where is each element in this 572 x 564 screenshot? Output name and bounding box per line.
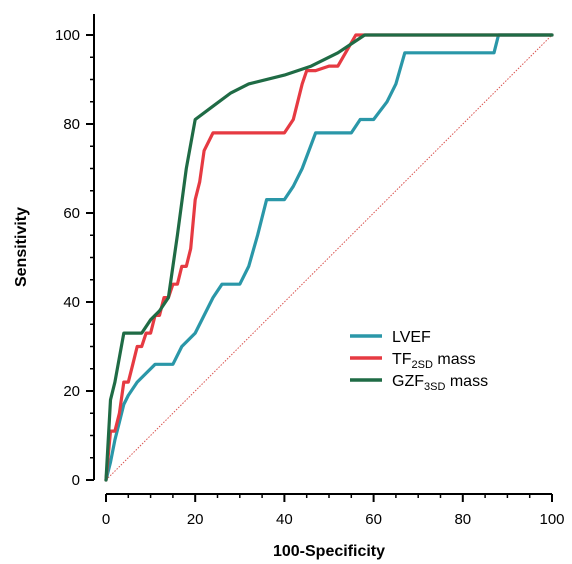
- y-axis-title: Sensitivity: [13, 207, 30, 287]
- x-tick-label: 40: [276, 511, 293, 528]
- reference-line-layer: [105, 34, 553, 481]
- reference-diagonal-line: [105, 34, 553, 481]
- x-tick-label: 60: [365, 511, 382, 528]
- x-tick-label: 100: [539, 511, 564, 528]
- x-tick-label: 20: [187, 511, 204, 528]
- y-tick-label: 0: [72, 472, 80, 489]
- ticks-layer: 0 20 40 60 80 100 0 20 40 60 80 100: [55, 27, 565, 528]
- x-tick-label: 0: [102, 511, 110, 528]
- legend-label-1: TF2SD mass: [392, 351, 476, 371]
- series-layer: [104, 33, 554, 482]
- series-line-1: [104, 33, 554, 482]
- legend-label-2: GZF3SD mass: [392, 373, 488, 393]
- y-tick-label: 80: [63, 116, 80, 133]
- y-tick-label: 20: [63, 383, 80, 400]
- y-tick-label: 40: [63, 294, 80, 311]
- series-line-0: [104, 33, 554, 482]
- y-tick-label: 100: [55, 27, 80, 44]
- axes-layer: [93, 14, 552, 495]
- x-axis-title: 100-Specificity: [273, 543, 385, 560]
- legend-label-0: LVEF: [392, 329, 431, 346]
- y-tick-label: 60: [63, 205, 80, 222]
- x-tick-label: 80: [454, 511, 471, 528]
- series-line-2: [104, 33, 554, 482]
